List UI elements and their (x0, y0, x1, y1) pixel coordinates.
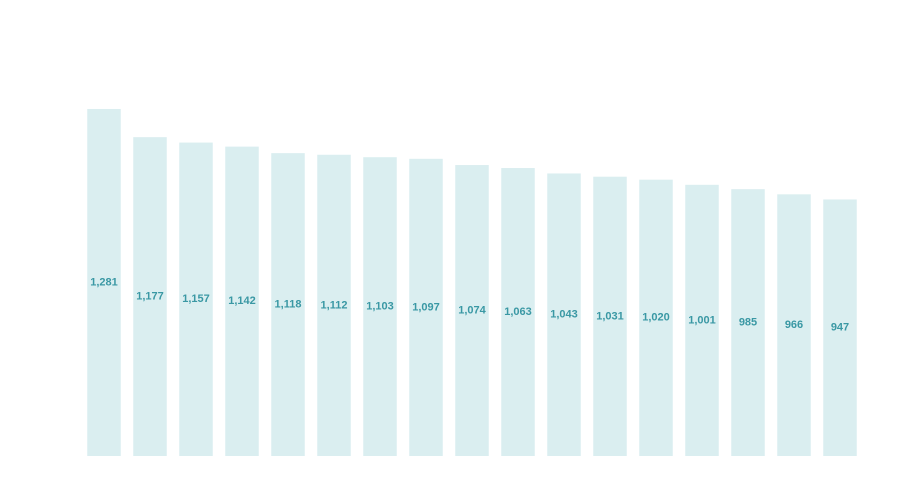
value-label: 1,031 (596, 310, 624, 322)
value-label: 1,063 (504, 306, 532, 318)
bar (823, 199, 857, 456)
value-label: 1,103 (366, 301, 394, 313)
value-label: 1,118 (275, 298, 302, 310)
bar (317, 154, 351, 456)
bar (639, 179, 673, 456)
bar (593, 176, 627, 457)
value-label: 1,020 (642, 312, 670, 324)
value-label: 947 (831, 322, 849, 334)
bar (225, 146, 259, 456)
value-label: 966 (785, 319, 803, 331)
bar (777, 194, 811, 456)
bar (501, 168, 535, 456)
value-label: 1,074 (458, 304, 486, 316)
value-label: 1,097 (412, 301, 440, 313)
value-label: 1,177 (136, 290, 164, 302)
bar (87, 108, 121, 456)
bar (409, 158, 443, 456)
value-label: 1,112 (321, 299, 348, 311)
value-label: 1,281 (90, 276, 118, 288)
bar (271, 153, 305, 457)
bar (731, 189, 765, 456)
bar (179, 142, 213, 456)
bar (455, 165, 489, 456)
bar (363, 157, 397, 456)
value-label: 1,157 (182, 293, 210, 305)
value-label: 1,001 (688, 314, 716, 326)
bar (685, 184, 719, 456)
value-label: 1,043 (550, 309, 578, 321)
bar (133, 137, 167, 456)
bar (547, 173, 581, 456)
value-label: 1,142 (228, 295, 256, 307)
value-label: 985 (739, 316, 757, 328)
